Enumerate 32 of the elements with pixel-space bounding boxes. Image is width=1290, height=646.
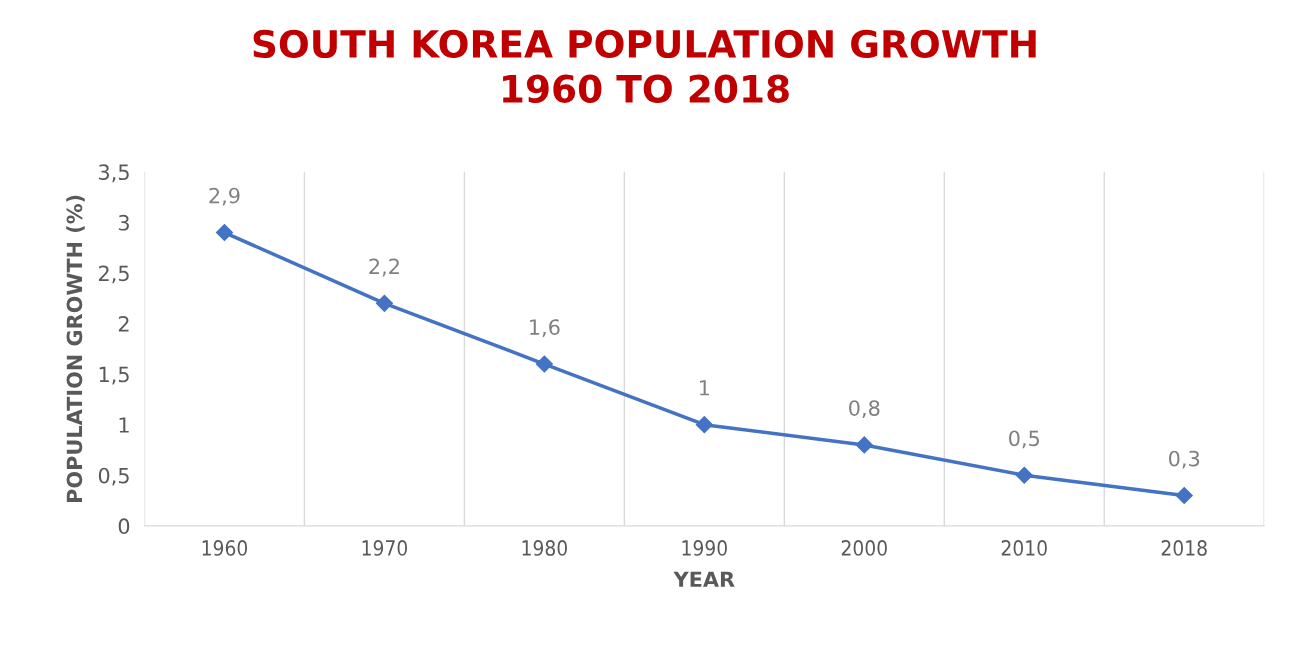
data-label: 1,6 bbox=[530, 319, 560, 338]
point bbox=[535, 355, 553, 373]
x-tick-label: 1970 bbox=[362, 540, 408, 556]
y-tick-label: 0 bbox=[118, 518, 130, 535]
data-label: 0,3 bbox=[1169, 450, 1200, 469]
y-tick-label: 3,5 bbox=[99, 164, 129, 183]
point bbox=[695, 416, 713, 434]
y-tick-label: 2 bbox=[118, 316, 129, 332]
point bbox=[1175, 486, 1193, 505]
chart-title: SOUTH KOREA POPULATION GROWTH 1960 TO 2018 bbox=[253, 29, 1036, 103]
x-tick-label: 1990 bbox=[682, 540, 727, 556]
point bbox=[855, 436, 873, 454]
y-tick-label: 1 bbox=[119, 417, 129, 433]
y-tick-label: 0,5 bbox=[98, 467, 129, 486]
y-axis-title: POPULATION GROWTH (%) bbox=[66, 195, 85, 502]
x-tick-label: 2018 bbox=[1161, 540, 1207, 556]
x-tick-label: 2000 bbox=[841, 540, 887, 556]
data-label: 0,5 bbox=[1009, 430, 1040, 449]
x-axis-title: YEAR bbox=[673, 571, 735, 587]
point bbox=[215, 223, 234, 242]
data-label: 2,9 bbox=[209, 187, 240, 206]
y-tick-label: 1,5 bbox=[99, 366, 129, 385]
y-tick-label: 3 bbox=[118, 214, 129, 231]
x-tick-label: 2010 bbox=[1001, 540, 1047, 556]
data-label: 2,2 bbox=[369, 258, 399, 277]
point bbox=[1015, 466, 1033, 484]
data-label: 1 bbox=[700, 380, 710, 396]
data-label: 0,8 bbox=[849, 400, 880, 419]
x-tick-label: 1980 bbox=[522, 540, 567, 556]
point bbox=[375, 294, 393, 312]
y-tick-label: 2,5 bbox=[98, 265, 129, 284]
x-tick-label: 1960 bbox=[202, 540, 248, 556]
